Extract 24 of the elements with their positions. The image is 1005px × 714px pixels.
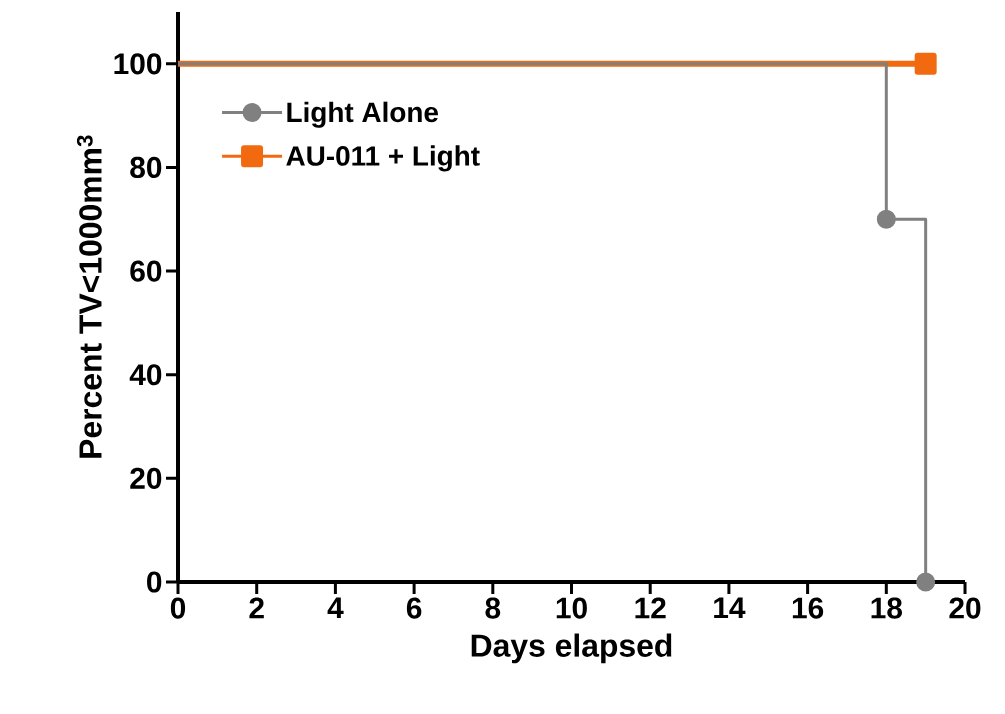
- y-tick-label: 20: [130, 467, 162, 489]
- y-tick-label: 60: [130, 260, 162, 282]
- x-tick-label: 20: [949, 597, 981, 619]
- x-tick-label: 18: [871, 597, 903, 619]
- point: [916, 572, 936, 592]
- x-tick-label: 6: [406, 597, 422, 619]
- x-tick-label: 16: [792, 597, 824, 619]
- y-axis-title: Percent TV<1000mm$^{3}$: [76, 135, 102, 458]
- y-tick-label: 40: [129, 364, 162, 386]
- x-tick-label: 4: [327, 597, 344, 619]
- x-tick-label: 2: [249, 597, 264, 619]
- x-tick-label: 0: [170, 597, 186, 619]
- legend-label: AU-011 + Light: [286, 145, 480, 172]
- y-tick-label: 100: [114, 53, 162, 75]
- x-tick-label: 14: [714, 597, 746, 619]
- x-axis-title: Days elapsed: [471, 633, 672, 664]
- x-tick-label: 10: [556, 597, 587, 619]
- y-tick-label: 80: [130, 156, 162, 179]
- point: [876, 209, 896, 229]
- x-tick-label: 8: [485, 597, 501, 619]
- point: [914, 52, 937, 75]
- x-tick-label: 12: [635, 597, 666, 619]
- legend-label: Light Alone: [287, 101, 438, 128]
- y-tick-label: 0: [147, 571, 162, 593]
